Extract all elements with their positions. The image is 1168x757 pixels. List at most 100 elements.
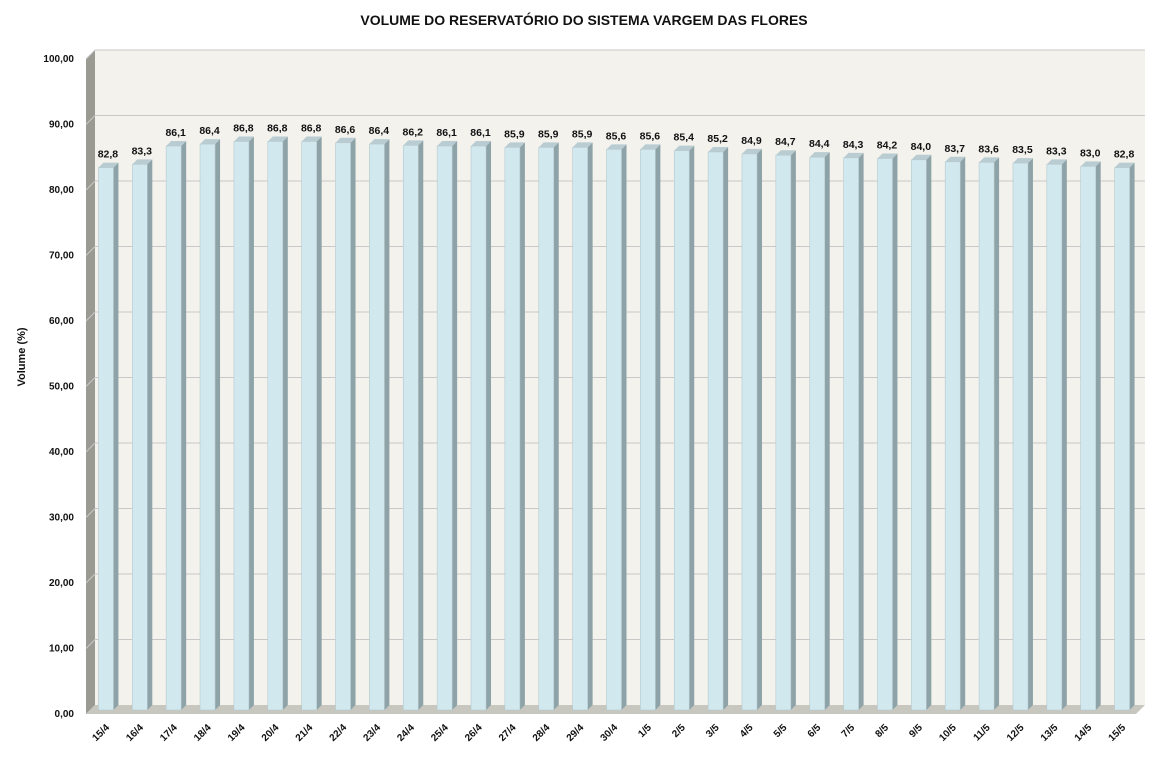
bar-top (877, 153, 898, 159)
bar-front (233, 141, 250, 711)
bar-front (335, 142, 351, 711)
data-label: 82,8 (98, 149, 119, 161)
bar-top (335, 137, 356, 143)
chart-title: VOLUME DO RESERVATÓRIO DO SISTEMA VARGEM… (360, 11, 807, 28)
bar: 84,7 (775, 136, 796, 711)
bar-top (200, 139, 221, 145)
bar: 83,3 (132, 145, 153, 711)
data-label: 83,3 (132, 145, 153, 157)
x-tick-label: 13/5 (1039, 722, 1061, 744)
x-tick-label: 10/5 (937, 722, 959, 744)
bar-top (1114, 162, 1135, 168)
x-tick-label: 25/4 (429, 722, 451, 744)
bar: 85,4 (673, 132, 695, 711)
bar: 85,9 (538, 128, 559, 711)
y-tick-label: 30,00 (49, 513, 74, 524)
bar-top (504, 142, 525, 148)
y-tick-label: 0,00 (55, 709, 75, 720)
bar-top (1080, 161, 1101, 167)
x-tick-label: 22/4 (328, 722, 350, 744)
data-label: 84,7 (775, 136, 796, 148)
bar-top (809, 152, 830, 158)
data-label: 83,0 (1080, 147, 1101, 159)
x-tick-label: 24/4 (395, 722, 417, 744)
bar: 86,1 (436, 127, 458, 711)
gridline-side (85, 508, 96, 518)
bar-front (877, 158, 893, 711)
bar-front (1012, 162, 1029, 711)
bar-top (843, 152, 864, 158)
bar-top (301, 136, 322, 142)
y-axis-label: Volume (%) (16, 327, 28, 386)
bar-front (199, 143, 216, 711)
data-label: 83,6 (978, 143, 999, 155)
y-tick-label: 50,00 (49, 382, 74, 393)
bar-front (741, 153, 758, 711)
bar: 84,4 (809, 138, 830, 711)
bar-top (132, 159, 153, 165)
bar-top (166, 141, 187, 147)
bar-side (282, 136, 288, 710)
bar-side (926, 154, 932, 711)
x-tick-label: 23/4 (361, 722, 383, 744)
bar-top (640, 144, 661, 150)
data-label: 83,3 (1046, 145, 1067, 157)
data-label: 86,8 (267, 122, 288, 134)
bar-top (233, 136, 254, 142)
x-tick-label: 21/4 (294, 722, 316, 744)
bar-top (945, 156, 966, 162)
bar-top (437, 141, 458, 147)
x-tick-label: 14/5 (1073, 722, 1095, 744)
bar: 84,9 (741, 135, 762, 711)
y-tick-label: 80,00 (49, 185, 74, 196)
gridline-side (85, 49, 96, 60)
bar: 83,5 (1012, 144, 1033, 711)
bar-front (538, 147, 555, 711)
bar-side (723, 146, 729, 710)
x-tick-label: 17/4 (158, 722, 180, 744)
x-tick-label: 15/4 (91, 722, 113, 744)
y-tick-label: 100,00 (43, 54, 74, 65)
bar-side (519, 142, 525, 711)
gridline-side (85, 311, 96, 322)
x-tick-label: 5/5 (772, 722, 790, 740)
data-label: 83,7 (944, 143, 965, 155)
bar-side (689, 145, 695, 710)
bar-front (1114, 167, 1130, 711)
bar-side (248, 136, 254, 710)
y-tick-label: 70,00 (49, 251, 74, 262)
bar-side (1129, 162, 1135, 710)
bar-front (504, 147, 521, 711)
data-label: 85,9 (572, 128, 593, 140)
bar-top (1012, 158, 1033, 164)
data-label: 85,9 (538, 128, 559, 140)
bar-top (708, 146, 729, 152)
data-label: 86,6 (335, 124, 356, 136)
bar-side (316, 136, 322, 710)
data-label: 85,2 (707, 133, 728, 145)
data-label: 84,2 (877, 139, 898, 151)
data-label: 85,4 (674, 132, 695, 144)
bar: 86,8 (233, 122, 254, 711)
x-tick-label: 4/5 (738, 722, 756, 740)
bar-top (98, 162, 119, 168)
bar: 83,3 (1046, 145, 1067, 711)
x-tick-labels: 15/4 16/4 17/4 18/4 19/4 20/4 21/4 22/4 23/4 24/4… (91, 722, 1129, 744)
bar-top (369, 139, 390, 145)
bar-front (707, 151, 724, 711)
bar: 86,1 (470, 127, 492, 711)
bar-side (113, 162, 119, 710)
bar-top (538, 142, 559, 148)
x-tick-label: 12/5 (1005, 722, 1027, 744)
y-tick-label: 90,00 (49, 120, 74, 131)
bar-side (553, 142, 559, 711)
bar-front (132, 164, 148, 711)
bar-front (673, 150, 690, 711)
bar-side (418, 140, 424, 710)
bar-front (402, 145, 419, 711)
data-label: 85,6 (606, 130, 627, 142)
bar: 82,8 (98, 149, 119, 711)
bar-top (403, 140, 424, 146)
x-tick-label: 6/5 (806, 722, 824, 740)
bar-front (606, 149, 622, 711)
